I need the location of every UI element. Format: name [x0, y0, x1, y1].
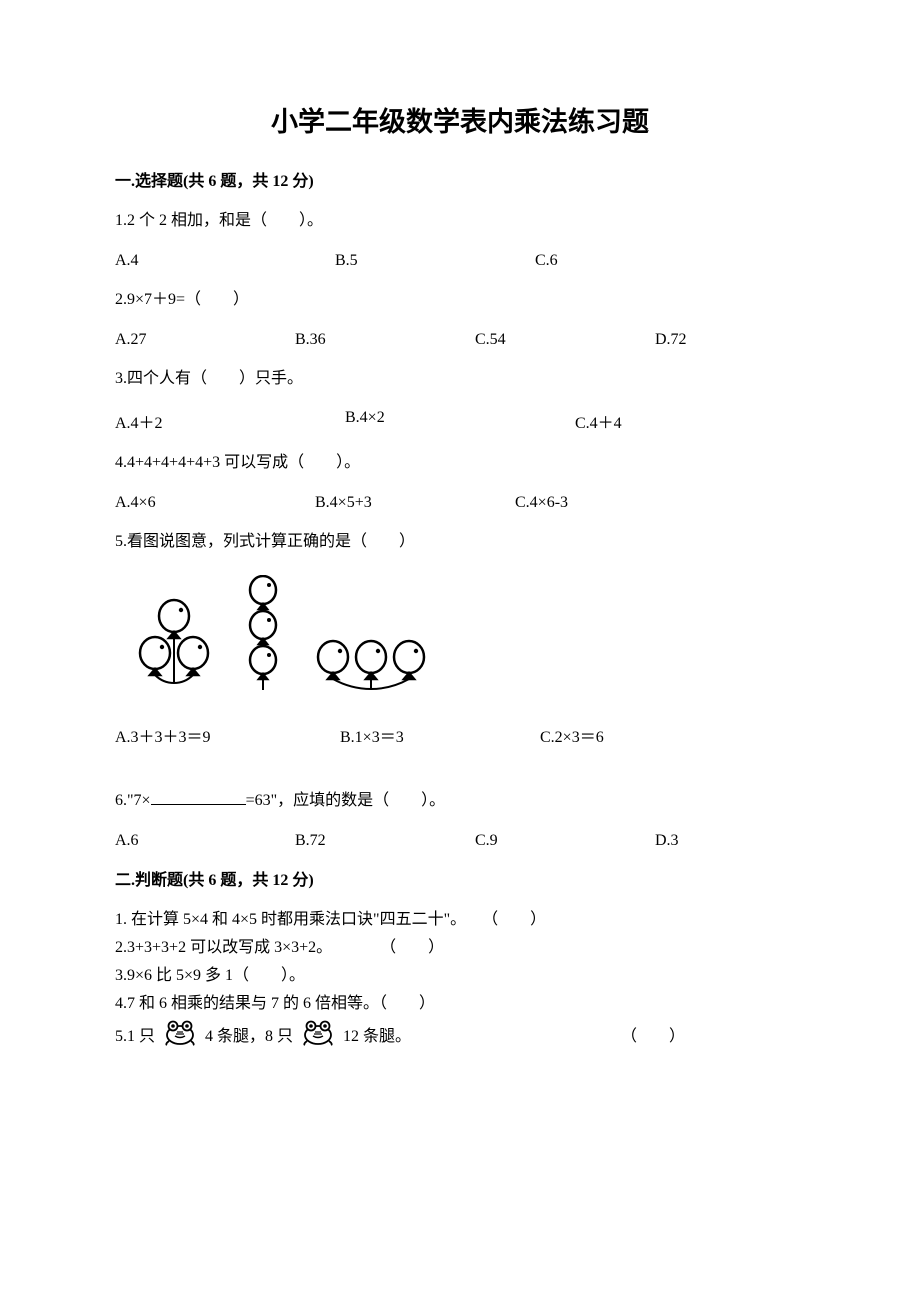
tf-q5: 5.1 只 4 条腿，8 只: [115, 1018, 805, 1056]
q5-optB: B.1×3＝3: [340, 723, 540, 747]
balloon-group-1: [135, 598, 213, 693]
frog-icon: [299, 1018, 337, 1056]
q5-options: A.3＋3＋3＝9 B.1×3＝3 C.2×3＝6: [115, 723, 805, 747]
page-title: 小学二年级数学表内乘法练习题: [115, 100, 805, 139]
tf-q5-part1: 5.1 只: [115, 1023, 155, 1051]
q6-optD: D.3: [655, 832, 679, 850]
q2-optD: D.72: [655, 331, 687, 349]
q3-options: A.4＋2 B.4×2 C.4＋4: [115, 409, 805, 433]
q6-optC: C.9: [475, 832, 655, 850]
balloon-group-2: [241, 575, 285, 693]
q4-optB: B.4×5+3: [315, 494, 515, 512]
q1-optB: B.5: [335, 252, 535, 270]
q3-optC: C.4＋4: [575, 409, 622, 433]
q3-optA: A.4＋2: [115, 409, 345, 433]
q2-optC: C.54: [475, 331, 655, 349]
q4-options: A.4×6 B.4×5+3 C.4×6-3: [115, 494, 805, 512]
blank-underline: [151, 788, 246, 805]
tf-q2: 2.3+3+3+2 可以改写成 3×3+2。 （ ）: [115, 934, 805, 962]
tf-q3: 3.9×6 比 5×9 多 1（ ）。: [115, 962, 805, 990]
q4-optA: A.4×6: [115, 494, 315, 512]
balloon-group-3: [313, 635, 433, 693]
q4-optC: C.4×6-3: [515, 494, 568, 512]
q6-pre: 6."7×: [115, 792, 151, 809]
q2-optA: A.27: [115, 331, 295, 349]
tf-q5-part2: 4 条腿，8 只: [205, 1023, 293, 1051]
q2-optB: B.36: [295, 331, 475, 349]
section1-header: 一.选择题(共 6 题，共 12 分): [115, 167, 805, 191]
q3-text: 3.四个人有（ ）只手。: [115, 365, 805, 394]
q1-optC: C.6: [535, 252, 558, 270]
balloons-figure: [135, 575, 805, 693]
q1-options: A.4 B.5 C.6: [115, 252, 805, 270]
q3-optB: B.4×2: [345, 409, 575, 433]
tf-q1: 1. 在计算 5×4 和 4×5 时都用乘法口诀"四五二十"。 （ ）: [115, 906, 805, 934]
q5-optC: C.2×3＝6: [540, 723, 604, 747]
worksheet-page: 小学二年级数学表内乘法练习题 一.选择题(共 6 题，共 12 分) 1.2 个…: [0, 0, 920, 1302]
q5-optA: A.3＋3＋3＝9: [115, 723, 340, 747]
tf-q5-paren: （ ）: [621, 1023, 685, 1051]
section2-header: 二.判断题(共 6 题，共 12 分): [115, 866, 805, 890]
q2-options: A.27 B.36 C.54 D.72: [115, 331, 805, 349]
q6-optB: B.72: [295, 832, 475, 850]
q6-post: =63"，应填的数是（ ）。: [246, 792, 446, 809]
q4-text: 4.4+4+4+4+4+3 可以写成（ ）。: [115, 449, 805, 478]
q1-text: 1.2 个 2 相加，和是（ ）。: [115, 207, 805, 236]
q6-optA: A.6: [115, 832, 295, 850]
q1-optA: A.4: [115, 252, 335, 270]
q6-text: 6."7× =63"，应填的数是（ ）。: [115, 787, 805, 816]
q2-text: 2.9×7＋9=（ ）: [115, 286, 805, 315]
tf-q5-part3: 12 条腿。: [343, 1023, 411, 1051]
q5-text: 5.看图说图意，列式计算正确的是（ ）: [115, 528, 805, 557]
q6-options: A.6 B.72 C.9 D.3: [115, 832, 805, 850]
tf-q4: 4.7 和 6 相乘的结果与 7 的 6 倍相等。（ ）: [115, 990, 805, 1018]
frog-icon: [161, 1018, 199, 1056]
